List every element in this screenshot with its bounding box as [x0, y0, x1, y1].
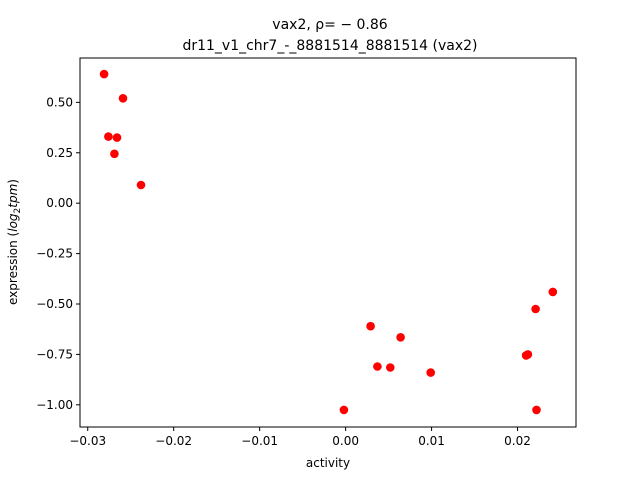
- y-tick-label: −1.00: [36, 398, 73, 412]
- data-point: [532, 405, 541, 415]
- y-tick-label: 0.25: [46, 146, 73, 160]
- data-point: [104, 132, 113, 141]
- data-points: [99, 69, 558, 415]
- data-point: [373, 362, 382, 371]
- x-tick-label: −0.03: [69, 434, 106, 448]
- y-tick-label: −0.50: [36, 297, 73, 311]
- x-tick-label: 0.00: [332, 434, 359, 448]
- data-point: [366, 321, 375, 331]
- y-axis-ticks: 0.50 0.25 0.00 −0.25 −0.50 −0.75 −1.00: [36, 95, 80, 412]
- data-point: [339, 405, 349, 415]
- x-tick-label: −0.02: [155, 434, 192, 448]
- data-point: [531, 304, 540, 314]
- data-point: [521, 351, 531, 360]
- data-point: [548, 287, 558, 297]
- chart-title-line1: vax2, ρ= − 0.86: [272, 17, 387, 33]
- data-point: [396, 333, 405, 342]
- y-tick-label: −0.25: [36, 247, 73, 261]
- chart-title-line2: dr11_v1_chr7_-_8881514_8881514 (vax2): [182, 38, 477, 54]
- y-tick-label: −0.75: [36, 347, 73, 361]
- data-point: [136, 180, 146, 190]
- y-tick-label: 0.00: [46, 196, 73, 210]
- plot-frame: [79, 57, 577, 428]
- data-point: [386, 363, 395, 372]
- x-axis-ticks: −0.03 −0.02 −0.01 0.00 0.01 0.02: [69, 427, 531, 448]
- x-tick-label: −0.01: [241, 434, 278, 448]
- x-tick-label: 0.01: [418, 434, 445, 448]
- data-point: [112, 133, 122, 142]
- y-tick-label: 0.50: [46, 95, 73, 109]
- data-point: [118, 94, 128, 103]
- data-point: [426, 368, 436, 377]
- x-tick-label: 0.02: [504, 434, 531, 448]
- data-point: [99, 69, 109, 79]
- data-point: [110, 149, 119, 159]
- x-axis-label: activity: [306, 456, 350, 470]
- y-axis-label: expression (log2tpm): [6, 179, 23, 305]
